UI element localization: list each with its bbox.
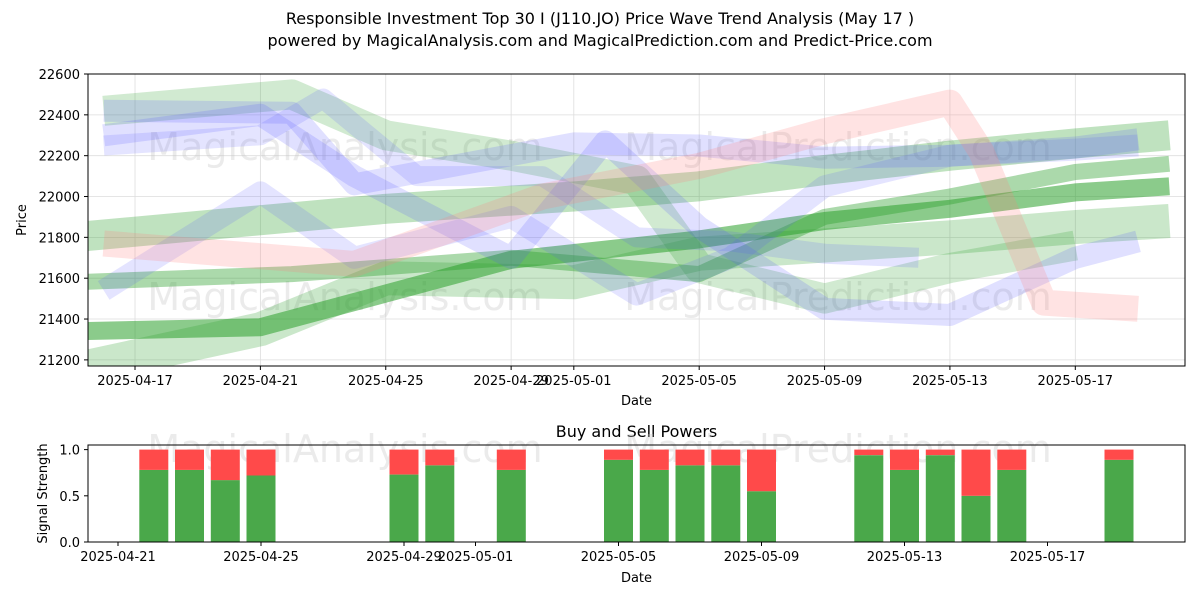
- sell-power-bar: [961, 449, 991, 496]
- sell-power-bar: [925, 449, 955, 456]
- wave-line-red: [102, 89, 1139, 322]
- sell-power-bar: [639, 449, 669, 470]
- sell-power-bar: [246, 449, 276, 476]
- y-axis-label: Signal Strength: [36, 443, 51, 543]
- buy-power-bar: [139, 469, 169, 542]
- watermark-text: MagicalAnalysis.com: [147, 427, 542, 471]
- top-x-axis: 2025-04-17 2025-04-21 2025-04-25 2025-04-29…: [97, 366, 1113, 389]
- buy-power-bar: [425, 465, 455, 542]
- sell-power-bar: [139, 449, 169, 470]
- x-tick-label: 2025-05-09: [724, 550, 800, 565]
- y-tick-label: 21400: [39, 313, 80, 328]
- buy-power-bar: [997, 469, 1027, 542]
- sell-power-bar: [175, 449, 204, 470]
- bottom-plot-frame: [87, 444, 1186, 543]
- wave-line-blue: [97, 134, 1139, 306]
- buy-power-bar: [389, 474, 419, 542]
- y-axis-label: Price: [15, 204, 30, 236]
- bottom-x-axis: 2025-04-21 2025-04-25 2025-04-292025-05-01…: [80, 542, 1085, 565]
- buy-power-bar: [604, 459, 633, 542]
- y-tick-label: 0.5: [59, 490, 80, 505]
- watermark-text: MagicalPrediction.com: [624, 275, 1052, 319]
- sell-power-bar: [1104, 449, 1134, 460]
- x-tick-label: 2025-05-05: [581, 550, 657, 565]
- x-tick-label: 2025-05-01: [536, 374, 612, 389]
- x-tick-label: 2025-05-17: [1010, 550, 1086, 565]
- sell-power-bar: [711, 449, 741, 466]
- watermark-text: MagicalPrediction.com: [624, 125, 1052, 169]
- buy-power-bar: [711, 465, 741, 542]
- x-tick-label: 2025-04-21: [223, 374, 299, 389]
- y-tick-label: 21600: [39, 272, 80, 287]
- x-tick-label: 2025-05-13: [912, 374, 988, 389]
- sell-power-bar: [496, 449, 526, 470]
- buy-power-bar: [639, 469, 669, 542]
- x-tick-label: 2025-04-29: [366, 550, 442, 565]
- wave-line-green: [88, 177, 1170, 340]
- x-tick-label: 2025-05-05: [661, 374, 737, 389]
- sell-power-bar: [210, 449, 240, 481]
- y-tick-label: 21200: [39, 354, 80, 369]
- sell-power-bar: [997, 449, 1027, 470]
- x-axis-label: Date: [621, 571, 652, 586]
- buy-power-bar: [925, 455, 955, 542]
- x-tick-label: 2025-05-17: [1038, 374, 1114, 389]
- buy-power-bar: [961, 495, 991, 542]
- y-tick-label: 1.0: [59, 444, 80, 459]
- sell-power-bar: [747, 449, 776, 492]
- wave-line-blue: [103, 99, 1140, 196]
- buy-power-bar: [890, 469, 919, 542]
- x-tick-label: 2025-04-25: [348, 374, 424, 389]
- buy-power-bar: [175, 469, 204, 542]
- x-tick-label: 2025-05-01: [438, 550, 514, 565]
- buy-power-bar: [496, 469, 526, 542]
- x-axis-label: Date: [621, 394, 652, 409]
- wave-line-blue: [103, 88, 920, 268]
- wave-line-green: [88, 155, 1170, 290]
- buy-power-bar: [246, 475, 276, 542]
- bottom-y-axis: 0.0 0.5 1.0: [59, 444, 88, 551]
- x-tick-label: 2025-04-25: [223, 550, 299, 565]
- x-tick-label: 2025-04-17: [97, 374, 173, 389]
- sell-power-bar: [604, 449, 633, 460]
- sell-power-bar: [890, 449, 919, 470]
- top-plot-frame: [87, 73, 1186, 367]
- sell-power-bar: [425, 449, 455, 466]
- y-tick-label: 22000: [39, 191, 80, 206]
- wave-line-blue: [102, 103, 1141, 326]
- wave-lines: [88, 79, 1171, 366]
- chart-title: Responsible Investment Top 30 I (J110.JO…: [285, 9, 915, 28]
- wave-line-green: [102, 79, 1078, 314]
- buy-power-bar: [210, 480, 240, 542]
- sell-power-bar: [389, 449, 419, 475]
- sell-power-bar: [854, 449, 884, 456]
- y-tick-label: 22200: [39, 150, 80, 165]
- top-watermarks: MagicalAnalysis.com MagicalPrediction.com…: [147, 125, 1051, 319]
- bottom-chart-title: Buy and Sell Powers: [556, 422, 718, 441]
- wave-line-green: [88, 204, 1171, 366]
- top-y-axis: 21200 21400 21600 21800 22000 22200 22400 22600: [39, 68, 88, 369]
- title-block: Responsible Investment Top 30 I (J110.JO…: [0, 8, 1200, 52]
- power-bars: [139, 449, 1134, 542]
- y-tick-label: 22400: [39, 109, 80, 124]
- buy-power-bar: [747, 491, 776, 542]
- wave-line-green: [88, 120, 1171, 252]
- buy-power-bar: [854, 455, 884, 542]
- x-tick-label: 2025-04-21: [80, 550, 156, 565]
- chart-subtitle: powered by MagicalAnalysis.com and Magic…: [267, 31, 933, 50]
- x-tick-label: 2025-04-29: [473, 374, 549, 389]
- sell-power-bar: [675, 449, 705, 466]
- y-tick-label: 21800: [39, 231, 80, 246]
- watermark-text: MagicalAnalysis.com: [147, 125, 542, 169]
- buy-power-bar: [675, 465, 705, 542]
- y-tick-label: 22600: [39, 68, 80, 83]
- buy-power-bar: [1104, 459, 1134, 542]
- price-wave-chart: MagicalAnalysis.com MagicalPrediction.com…: [15, 68, 1186, 409]
- y-tick-label: 0.0: [59, 536, 80, 551]
- x-tick-label: 2025-05-13: [867, 550, 943, 565]
- x-tick-label: 2025-05-09: [787, 374, 863, 389]
